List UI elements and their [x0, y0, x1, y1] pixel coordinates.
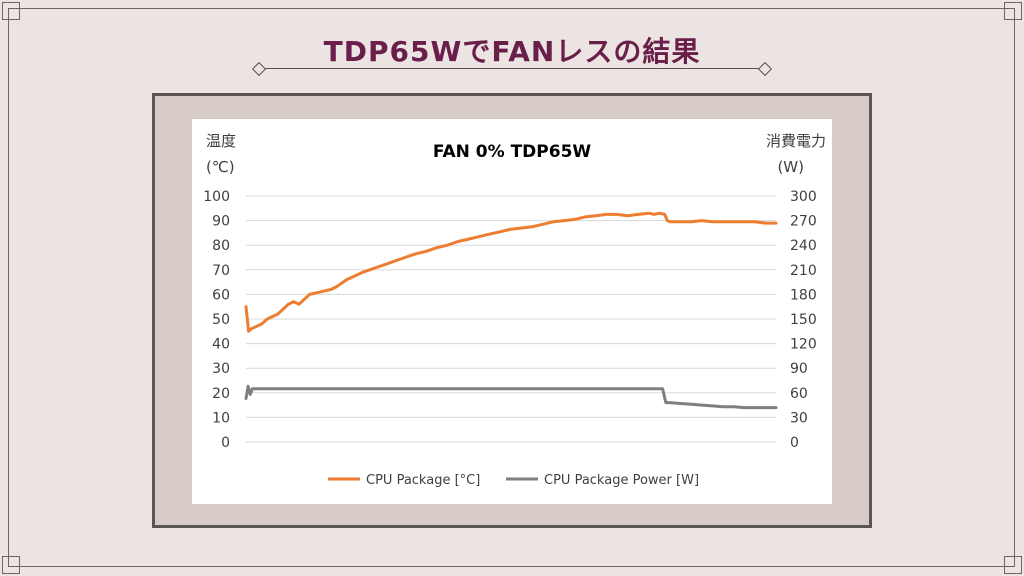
y-right-tick-label: 300 [790, 189, 817, 205]
frame-corner-top-right [1004, 2, 1022, 20]
y-right-tick-label: 90 [790, 361, 808, 377]
legend: CPU Package [°C] CPU Package Power [W] [328, 473, 699, 488]
y-right-axis-label-line1: 消費電力 [766, 132, 826, 150]
frame-corner-bottom-left [2, 556, 20, 574]
gridlines [246, 195, 776, 443]
y-left-tick-label: 10 [212, 410, 230, 426]
y-left-tick-label: 0 [221, 435, 230, 451]
frame-corner-bottom-right [1004, 556, 1022, 574]
y-left-tick-label: 50 [212, 312, 230, 328]
frame-border-outer [8, 8, 1015, 567]
y-right-tick-label: 60 [790, 386, 808, 402]
y-right-tick-label: 120 [790, 337, 817, 353]
series-lines [244, 211, 778, 410]
y-right-tick-label: 0 [790, 435, 799, 451]
legend-label-0: CPU Package [°C] [366, 473, 480, 488]
y-left-axis-label-line1: 温度 [206, 132, 236, 150]
series-line-1 [244, 384, 778, 410]
y-left-axis-label-line2: (℃) [206, 158, 235, 176]
y-left-tick-label: 60 [212, 287, 230, 303]
slide-title: TDP65WでFANレスの結果 [323, 35, 701, 68]
y-right-tick-label: 180 [790, 287, 817, 303]
y-right-tick-label: 210 [790, 263, 817, 279]
y-left-tick-label: 100 [203, 189, 230, 205]
y-left-tick-label: 70 [212, 263, 230, 279]
y-right-tick-label: 270 [790, 214, 817, 230]
y-left-tick-label: 90 [212, 214, 230, 230]
y-right-axis-label-line2: (W) [777, 158, 804, 176]
y-left-tick-label: 40 [212, 337, 230, 353]
y-left-tick-label: 30 [212, 361, 230, 377]
y-left-tick-label: 20 [212, 386, 230, 402]
chart-panel: FAN 0% TDP65W 温度 (℃) 消費電力 (W) 100 300 90 27… [192, 119, 832, 504]
frame-corner-top-left [2, 2, 20, 20]
y-left-tick-label: 80 [212, 238, 230, 254]
series-line-0 [244, 211, 778, 333]
chart-title: FAN 0% TDP65W [433, 142, 592, 162]
y-right-tick-label: 240 [790, 238, 817, 254]
y-right-tick-label: 150 [790, 312, 817, 328]
y-right-tick-label: 30 [790, 410, 808, 426]
legend-label-1: CPU Package Power [W] [544, 473, 699, 488]
title-underline [262, 68, 762, 69]
